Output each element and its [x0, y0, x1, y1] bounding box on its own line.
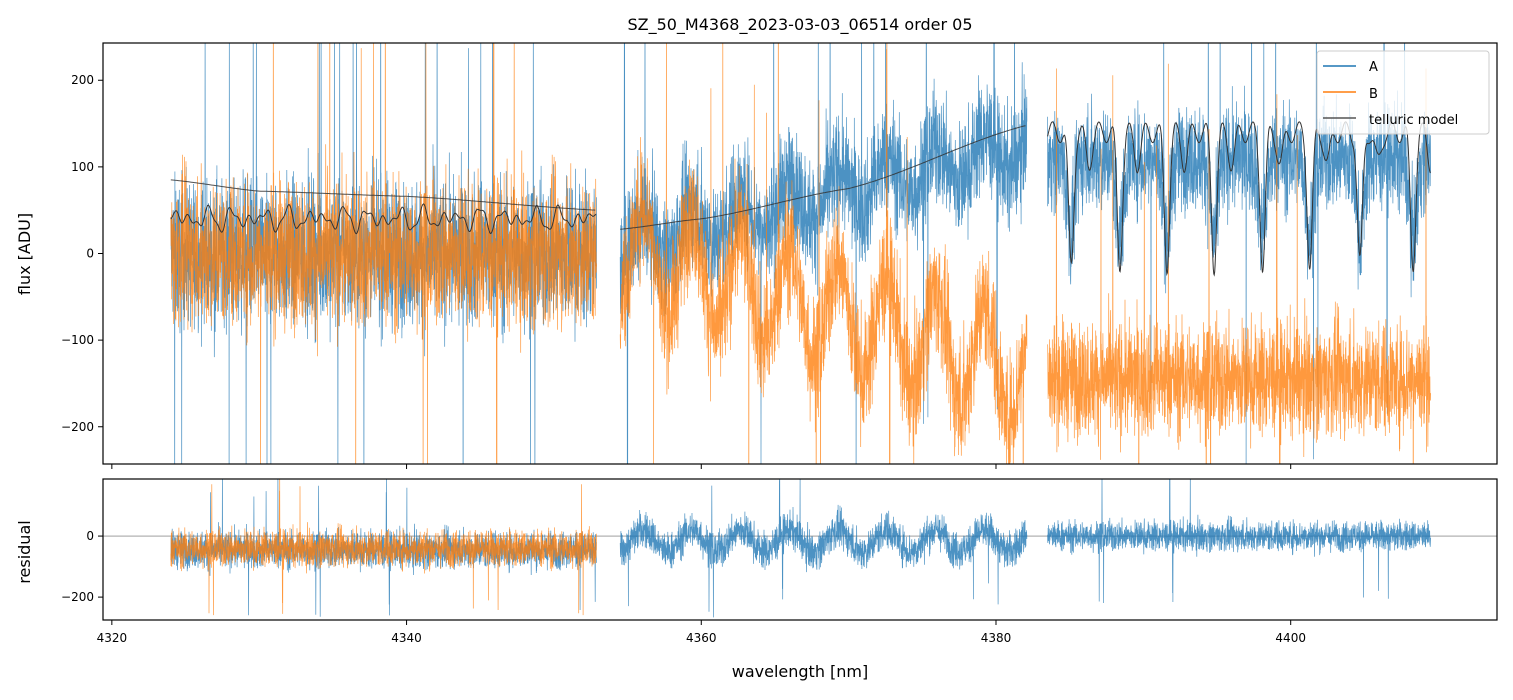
flux-series-b-segment [1047, 63, 1431, 464]
y-tick-label: 0 [86, 529, 94, 543]
residual-axes-frame [102, 478, 1498, 621]
y-tick-label: 100 [71, 160, 94, 174]
flux-series-a-segment [170, 43, 597, 464]
flux-ylabel: flux [ADU] [15, 213, 34, 295]
telluric-model-line [170, 203, 597, 235]
legend-label-telluric: telluric model [1369, 113, 1458, 128]
telluric-model-line [1047, 121, 1431, 277]
y-tick-label: 0 [86, 247, 94, 261]
residual-ylabel: residual [15, 520, 34, 583]
y-tick-label: 200 [71, 73, 94, 87]
y-tick-label: −200 [61, 590, 94, 604]
flux-series-a-segment [619, 43, 1028, 464]
flux-series-a-segment [1047, 43, 1431, 464]
x-axis-label: wavelength [nm] [732, 662, 869, 681]
x-tick-label: 4320 [97, 631, 128, 645]
y-tick-label: −100 [61, 333, 94, 347]
residual-series-a-segment [619, 479, 1028, 618]
legend: A B telluric model [1316, 50, 1490, 135]
x-tick-label: 4400 [1275, 631, 1306, 645]
chart-title: SZ_50_M4368_2023-03-03_06514 order 05 [627, 15, 972, 35]
residual-series-a-segment [1047, 479, 1431, 604]
x-tick-label: 4340 [391, 631, 422, 645]
residual-plot-area [103, 479, 1497, 618]
y-tick-label: −200 [61, 420, 94, 434]
x-tick-label: 4360 [686, 631, 717, 645]
x-tick-label: 4380 [981, 631, 1012, 645]
telluric-continuum-line [620, 125, 1026, 230]
flux-plot-area [170, 43, 1431, 464]
residual-series-b-segment [170, 479, 597, 616]
flux-series-b-segment [170, 43, 597, 464]
telluric-continuum-line [170, 179, 596, 211]
flux-series-b-segment [619, 43, 1028, 464]
legend-label-b: B [1369, 87, 1378, 102]
legend-label-a: A [1369, 60, 1378, 75]
